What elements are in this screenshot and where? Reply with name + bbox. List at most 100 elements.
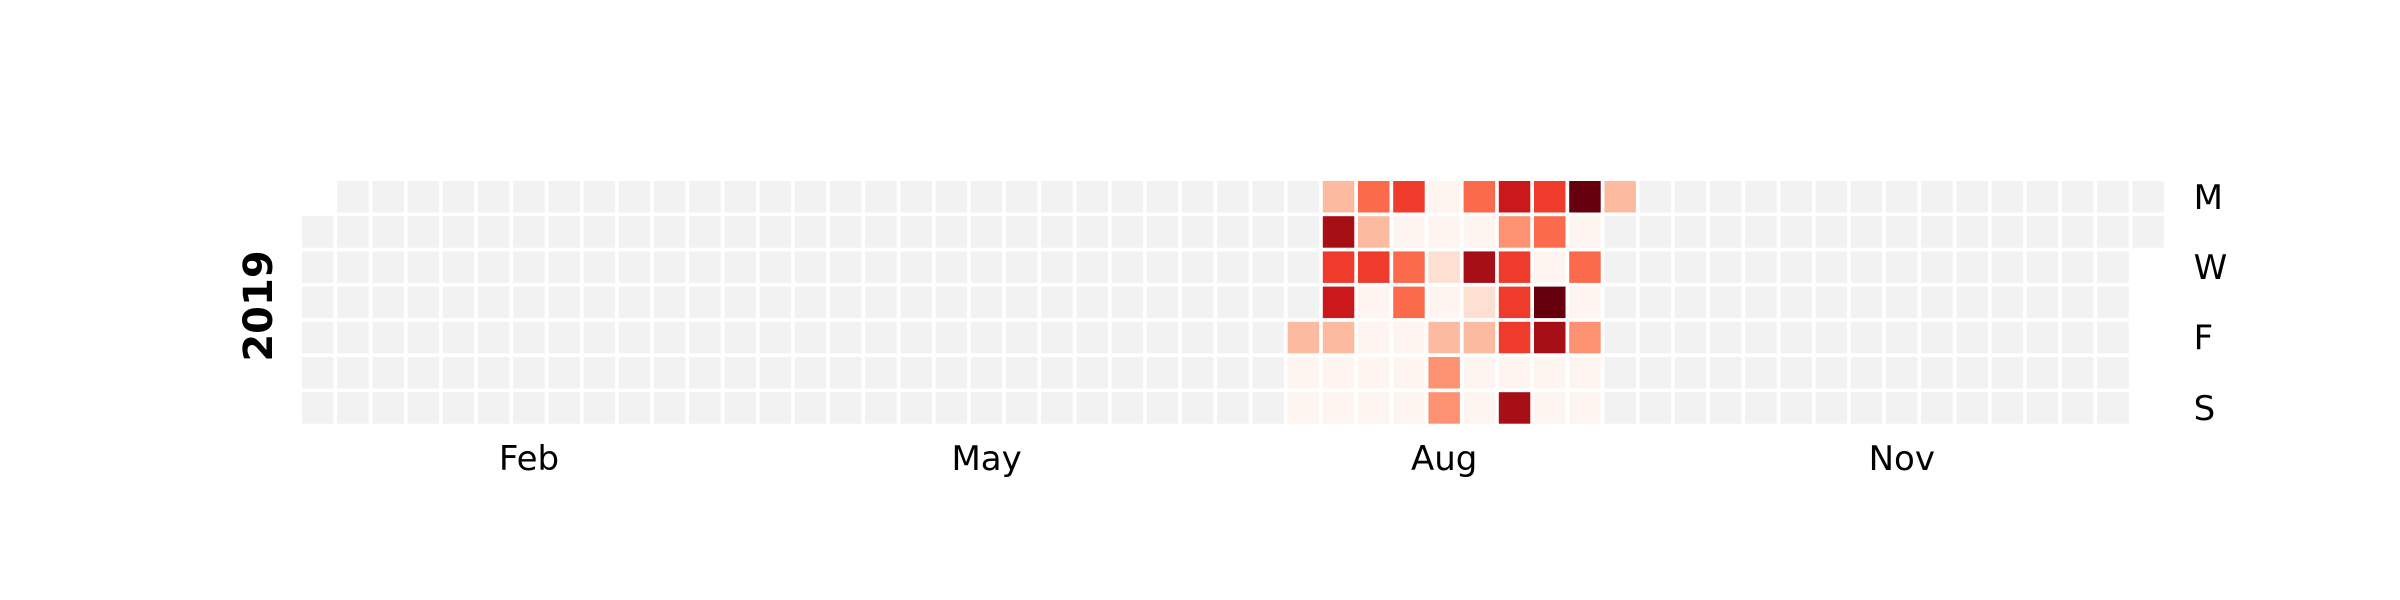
heatmap-cell [337, 286, 369, 319]
heatmap-cell [1815, 216, 1848, 248]
heatmap-cell [1921, 392, 1953, 424]
heatmap-cell [1604, 216, 1636, 248]
heatmap-cell-active [1463, 392, 1496, 424]
heatmap-cell [900, 321, 932, 354]
heatmap-cell [478, 181, 510, 213]
heatmap-cell [337, 251, 369, 283]
heatmap-cell [513, 321, 545, 354]
heatmap-cell [865, 251, 897, 283]
heatmap-cell [1111, 392, 1144, 424]
heatmap-cell [442, 392, 475, 424]
heatmap-cell [1111, 321, 1144, 354]
heatmap-cell [2062, 392, 2094, 424]
heatmap-cell-active [1322, 357, 1355, 389]
heatmap-cell [513, 216, 545, 248]
heatmap-cell-active [1428, 392, 1460, 424]
heatmap-cell [689, 216, 721, 248]
heatmap-cell [935, 216, 968, 248]
heatmap-cell [970, 392, 1003, 424]
heatmap-cell [1604, 321, 1636, 354]
heatmap-cell [442, 357, 475, 389]
heatmap-cell [1041, 251, 1073, 283]
heatmap-cell-active [1569, 321, 1601, 354]
heatmap-cell [548, 181, 580, 213]
heatmap-cell [794, 251, 827, 283]
weekday-label: F [2194, 319, 2214, 359]
heatmap-cell [1006, 321, 1038, 354]
month-label: Nov [1869, 439, 1935, 479]
heatmap-cell [1006, 216, 1038, 248]
heatmap-cell [1850, 181, 1883, 213]
heatmap-cell [865, 357, 897, 389]
heatmap-cell [1111, 251, 1144, 283]
heatmap-cell [970, 357, 1003, 389]
heatmap-cell [442, 181, 475, 213]
heatmap-cell [1287, 251, 1320, 283]
heatmap-cell [302, 392, 334, 424]
heatmap-cell [1252, 321, 1284, 354]
heatmap-cell [1850, 392, 1883, 424]
heatmap-cell [337, 216, 369, 248]
month-labels: Feb May Aug Nov [499, 439, 1935, 479]
heatmap-cell [1604, 286, 1636, 319]
heatmap-cell [689, 286, 721, 319]
heatmap-cell [1956, 216, 1988, 248]
heatmap-cell [1745, 392, 1777, 424]
heatmap-cell [1921, 321, 1953, 354]
heatmap-cell [302, 286, 334, 319]
heatmap-cell [302, 216, 334, 248]
weekday-label: W [2194, 248, 2228, 288]
heatmap-cell [1604, 251, 1636, 283]
heatmap-cell [2097, 181, 2129, 213]
heatmap-cell [372, 321, 404, 354]
heatmap-cell-active [1534, 251, 1566, 283]
heatmap-cell-active [1569, 181, 1601, 213]
heatmap-cell [1921, 357, 1953, 389]
heatmap-cell [548, 357, 580, 389]
heatmap-cell [372, 357, 404, 389]
heatmap-cell [302, 251, 334, 283]
heatmap-cell [1146, 181, 1179, 213]
heatmap-cell [2062, 216, 2094, 248]
heatmap-cell [1076, 181, 1108, 213]
heatmap-cell [689, 392, 721, 424]
heatmap-cell [1146, 357, 1179, 389]
year-label: 2019 [236, 250, 282, 361]
heatmap-cell [724, 321, 756, 354]
heatmap-cell [724, 216, 756, 248]
heatmap-cell [407, 321, 440, 354]
heatmap-cell [1956, 357, 1988, 389]
heatmap-cell [1639, 392, 1672, 424]
heatmap-cell-active [1463, 286, 1496, 319]
heatmap-cell-active [1393, 321, 1425, 354]
heatmap-cell [1252, 216, 1284, 248]
heatmap-cell [1815, 357, 1848, 389]
heatmap-cell-active [1322, 216, 1355, 248]
heatmap-cell [1780, 216, 1812, 248]
heatmap-cell [1252, 392, 1284, 424]
heatmap-cell [618, 251, 651, 283]
heatmap-cell [830, 181, 862, 213]
heatmap-cell [2062, 286, 2094, 319]
heatmap-cell-active [1393, 216, 1425, 248]
heatmap-cell [372, 181, 404, 213]
heatmap-cell [1956, 181, 1988, 213]
heatmap-cell [794, 216, 827, 248]
heatmap-cell [1146, 286, 1179, 319]
heatmap-cell [794, 357, 827, 389]
heatmap-cell [1217, 392, 1249, 424]
heatmap-cell-active [1287, 357, 1320, 389]
heatmap-cell [1217, 286, 1249, 319]
heatmap-cell [759, 357, 792, 389]
heatmap-cell-active [1569, 357, 1601, 389]
heatmap-cell [935, 251, 968, 283]
heatmap-cell [407, 392, 440, 424]
heatmap-cell-active [1534, 181, 1566, 213]
heatmap-cell [830, 251, 862, 283]
heatmap-cell [865, 286, 897, 319]
heatmap-cell-active [1358, 321, 1390, 354]
heatmap-cell [830, 392, 862, 424]
heatmap-cell [689, 321, 721, 354]
heatmap-cell [1886, 357, 1918, 389]
heatmap-cell-active [1498, 392, 1531, 424]
